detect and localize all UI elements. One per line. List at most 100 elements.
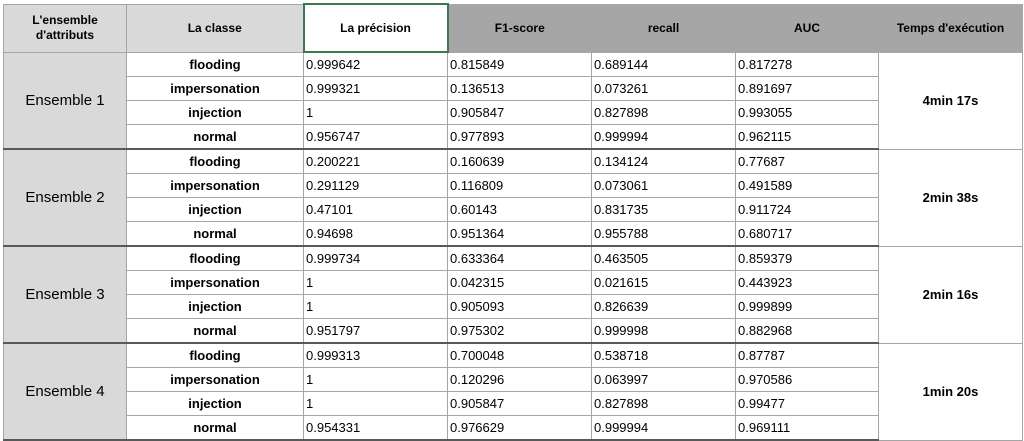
f1-score-cell: 0.120296	[447, 367, 592, 392]
f1-score-cell: 0.905093	[447, 294, 592, 319]
f1-score-cell: 0.905847	[447, 391, 592, 416]
recall-cell: 0.689144	[591, 51, 736, 77]
table-row: impersonation 1 0.120296 0.063997 0.970586	[4, 367, 1023, 392]
precision-cell: 1	[303, 391, 448, 416]
table-row: Ensemble 1 flooding 0.999642 0.815849 0.6891…	[3, 51, 1023, 150]
f1-score-cell: 0.976629	[447, 415, 592, 441]
auc-cell: 0.911724	[735, 197, 879, 222]
recall-cell: 0.827898	[591, 100, 736, 125]
recall-cell: 0.134124	[591, 148, 736, 174]
class-cell: normal	[126, 124, 304, 150]
execution-time-cell: 1min 20s	[878, 342, 1023, 441]
recall-cell: 0.827898	[591, 391, 736, 416]
header-recall: recall	[591, 3, 736, 53]
class-cell: impersonation	[126, 76, 304, 101]
table-row: impersonation 0.291129 0.116809 0.073061 0.4…	[4, 173, 1023, 198]
auc-cell: 0.969111	[735, 415, 879, 441]
table-row: Ensemble 4 flooding 0.999313 0.700048 0.5387…	[3, 342, 1023, 441]
recall-cell: 0.999994	[591, 124, 736, 150]
header-auc: AUC	[735, 3, 879, 53]
f1-score-cell: 0.905847	[447, 100, 592, 125]
f1-score-cell: 0.633364	[447, 245, 592, 271]
header-f1-score: F1-score	[447, 3, 592, 53]
table-row: injection 1 0.905847 0.827898 0.993055	[4, 100, 1023, 125]
class-cell: injection	[126, 197, 304, 222]
auc-cell: 0.962115	[735, 124, 879, 150]
precision-cell: 0.999321	[303, 76, 448, 101]
table-row: Ensemble 2 flooding 0.200221 0.160639 0.1341…	[3, 148, 1023, 247]
precision-cell: 1	[303, 367, 448, 392]
recall-cell: 0.831735	[591, 197, 736, 222]
auc-cell: 0.99477	[735, 391, 879, 416]
precision-cell: 1	[303, 100, 448, 125]
header-execution-time: Temps d'exécution	[878, 3, 1023, 53]
table-row: Ensemble 3 flooding 0.999734 0.633364 0.4635…	[3, 245, 1023, 344]
f1-score-cell: 0.60143	[447, 197, 592, 222]
f1-score-cell: 0.977893	[447, 124, 592, 150]
auc-cell: 0.491589	[735, 173, 879, 198]
precision-cell: 0.999313	[303, 342, 448, 368]
recall-cell: 0.999994	[591, 415, 736, 441]
table-row: injection 1 0.905093 0.826639 0.999899	[4, 294, 1023, 319]
class-cell: impersonation	[126, 367, 304, 392]
feature-set-cell: Ensemble 2	[3, 148, 127, 247]
recall-cell: 0.538718	[591, 342, 736, 368]
precision-cell: 1	[303, 270, 448, 295]
f1-score-cell: 0.136513	[447, 76, 592, 101]
table-row: normal 0.956747 0.977893 0.999994 0.962115	[4, 124, 1023, 150]
results-table: L'ensemble d'attributs La classe La préc…	[3, 3, 1023, 441]
recall-cell: 0.955788	[591, 221, 736, 247]
auc-cell: 0.999899	[735, 294, 879, 319]
recall-cell: 0.463505	[591, 245, 736, 271]
class-cell: injection	[126, 294, 304, 319]
class-cell: impersonation	[126, 173, 304, 198]
class-cell: flooding	[126, 245, 304, 271]
recall-cell: 0.021615	[591, 270, 736, 295]
f1-score-cell: 0.116809	[447, 173, 592, 198]
feature-set-cell: Ensemble 3	[3, 245, 127, 344]
header-feature-set-line1: L'ensemble	[32, 13, 98, 27]
f1-score-cell: 0.160639	[447, 148, 592, 174]
precision-cell: 0.47101	[303, 197, 448, 222]
feature-set-cell: Ensemble 1	[3, 51, 127, 150]
table-row: normal 0.94698 0.951364 0.955788 0.680717	[4, 221, 1023, 247]
header-row: L'ensemble d'attributs La classe La préc…	[3, 3, 1023, 53]
table-row: injection 0.47101 0.60143 0.831735 0.911724	[4, 197, 1023, 222]
auc-cell: 0.891697	[735, 76, 879, 101]
class-cell: normal	[126, 415, 304, 441]
header-precision: La précision	[302, 3, 449, 53]
table-row: injection 1 0.905847 0.827898 0.99477	[4, 391, 1023, 416]
execution-time-cell: 2min 38s	[878, 148, 1023, 247]
precision-cell: 0.94698	[303, 221, 448, 247]
table-body: Ensemble 1 flooding 0.999642 0.815849 0.6891…	[3, 51, 1023, 441]
precision-cell: 0.291129	[303, 173, 448, 198]
class-cell: normal	[126, 318, 304, 344]
class-cell: injection	[126, 100, 304, 125]
auc-cell: 0.443923	[735, 270, 879, 295]
recall-cell: 0.999998	[591, 318, 736, 344]
auc-cell: 0.817278	[735, 51, 879, 77]
class-cell: flooding	[126, 148, 304, 174]
recall-cell: 0.073061	[591, 173, 736, 198]
recall-cell: 0.073261	[591, 76, 736, 101]
auc-cell: 0.87787	[735, 342, 879, 368]
auc-cell: 0.680717	[735, 221, 879, 247]
auc-cell: 0.859379	[735, 245, 879, 271]
execution-time-cell: 4min 17s	[878, 51, 1023, 150]
table-row: normal 0.954331 0.976629 0.999994 0.969111	[4, 415, 1023, 441]
class-cell: injection	[126, 391, 304, 416]
auc-cell: 0.882968	[735, 318, 879, 344]
table-row: impersonation 0.999321 0.136513 0.073261 0.8…	[4, 76, 1023, 101]
precision-cell: 0.999642	[303, 51, 448, 77]
recall-cell: 0.826639	[591, 294, 736, 319]
f1-score-cell: 0.951364	[447, 221, 592, 247]
table-row: impersonation 1 0.042315 0.021615 0.443923	[4, 270, 1023, 295]
f1-score-cell: 0.042315	[447, 270, 592, 295]
recall-cell: 0.063997	[591, 367, 736, 392]
precision-cell: 0.951797	[303, 318, 448, 344]
header-class: La classe	[126, 3, 304, 53]
precision-cell: 0.956747	[303, 124, 448, 150]
precision-cell: 0.200221	[303, 148, 448, 174]
f1-score-cell: 0.700048	[447, 342, 592, 368]
header-feature-set-line2: d'attributs	[35, 28, 95, 42]
